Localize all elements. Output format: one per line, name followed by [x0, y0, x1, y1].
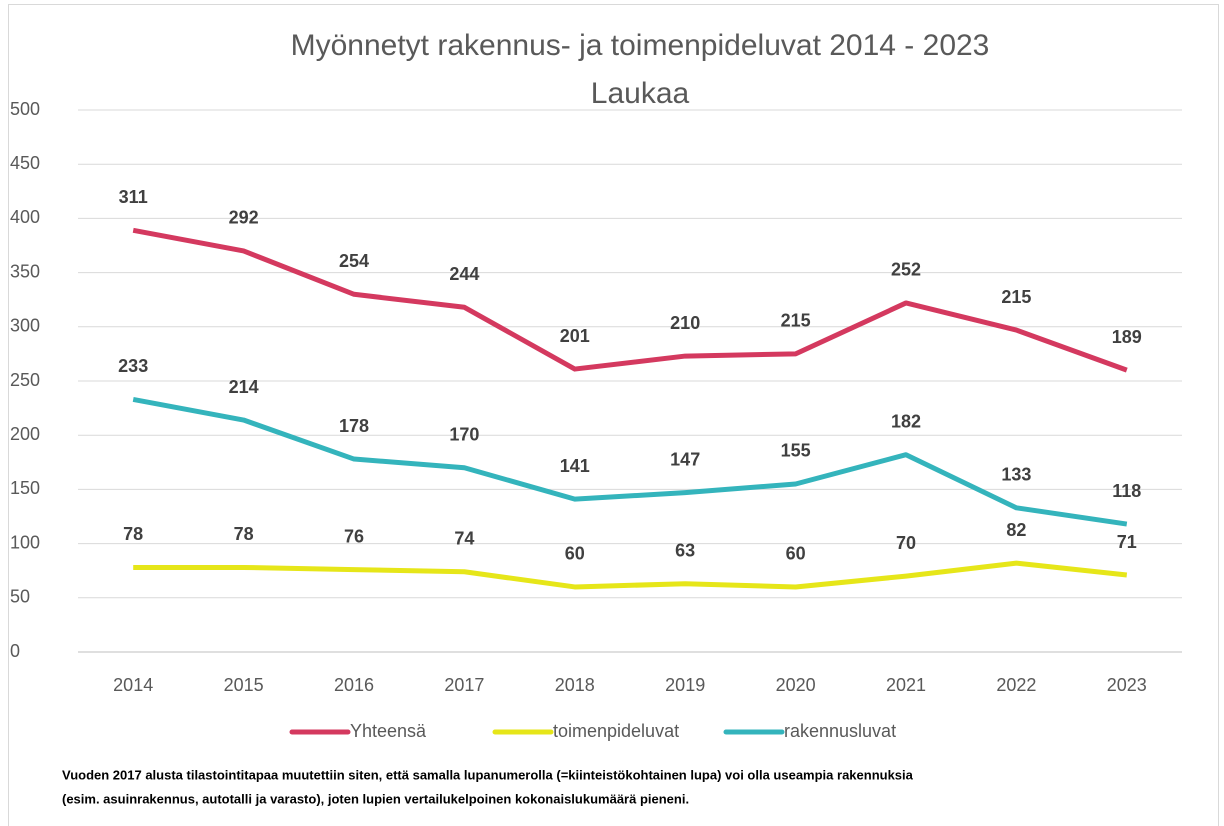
data-label: 292: [229, 208, 259, 228]
legend-label: Yhteensä: [350, 721, 427, 741]
x-tick-label: 2022: [996, 675, 1036, 695]
data-label: 189: [1112, 327, 1142, 347]
chart-border: [8, 4, 1219, 826]
y-tick-label: 100: [10, 532, 40, 552]
data-label: 252: [891, 260, 921, 280]
data-label: 182: [891, 411, 921, 431]
x-tick-label: 2023: [1107, 675, 1147, 695]
y-tick-label: 450: [10, 153, 40, 173]
data-label: 244: [449, 264, 479, 284]
data-label: 141: [560, 456, 590, 476]
x-tick-label: 2016: [334, 675, 374, 695]
data-label: 60: [565, 544, 585, 564]
data-label: 214: [229, 377, 259, 397]
data-label: 76: [344, 526, 364, 546]
data-label: 118: [1112, 481, 1141, 501]
data-label: 155: [781, 441, 811, 461]
x-tick-label: 2017: [444, 675, 484, 695]
y-tick-label: 300: [10, 316, 40, 336]
x-tick-label: 2019: [665, 675, 705, 695]
y-tick-label: 200: [10, 424, 40, 444]
x-tick-label: 2021: [886, 675, 926, 695]
data-label: 71: [1117, 532, 1137, 552]
legend-label: toimenpideluvat: [553, 721, 679, 741]
y-tick-label: 150: [10, 478, 40, 498]
data-label: 63: [675, 540, 695, 560]
data-label: 311: [119, 187, 148, 207]
legend-label: rakennusluvat: [784, 721, 896, 741]
chart-title: Myönnetyt rakennus- ja toimenpideluvat 2…: [291, 29, 990, 62]
footnote: Vuoden 2017 alusta tilastointitapaa muut…: [62, 767, 914, 782]
y-tick-label: 50: [10, 587, 30, 607]
data-label: 210: [670, 313, 700, 333]
x-tick-label: 2020: [776, 675, 816, 695]
y-tick-label: 250: [10, 370, 40, 390]
data-label: 254: [339, 251, 369, 271]
y-tick-label: 400: [10, 207, 40, 227]
data-label: 147: [670, 449, 700, 469]
data-label: 170: [449, 424, 479, 444]
data-label: 215: [781, 311, 811, 331]
x-tick-label: 2018: [555, 675, 595, 695]
data-label: 60: [786, 544, 806, 564]
y-tick-label: 0: [10, 641, 20, 661]
x-tick-label: 2014: [113, 675, 153, 695]
data-label: 201: [560, 326, 590, 346]
line-series: [132, 396, 1128, 527]
x-tick-label: 2015: [224, 675, 264, 695]
data-label: 78: [123, 524, 143, 544]
chart-subtitle: Laukaa: [591, 77, 690, 110]
data-label: 82: [1006, 520, 1026, 540]
data-label: 78: [234, 524, 254, 544]
y-tick-label: 350: [10, 261, 40, 281]
data-label: 178: [339, 416, 369, 436]
data-label: 74: [454, 529, 474, 549]
footnote: (esim. asuinrakennus, autotalli ja varas…: [62, 791, 689, 806]
line-series: [133, 560, 1128, 590]
y-tick-label: 500: [10, 99, 40, 119]
line-series: [132, 227, 1128, 373]
data-label: 70: [896, 533, 916, 553]
data-label: 215: [1001, 287, 1031, 307]
data-label: 133: [1001, 465, 1031, 485]
data-label: 233: [118, 356, 148, 376]
